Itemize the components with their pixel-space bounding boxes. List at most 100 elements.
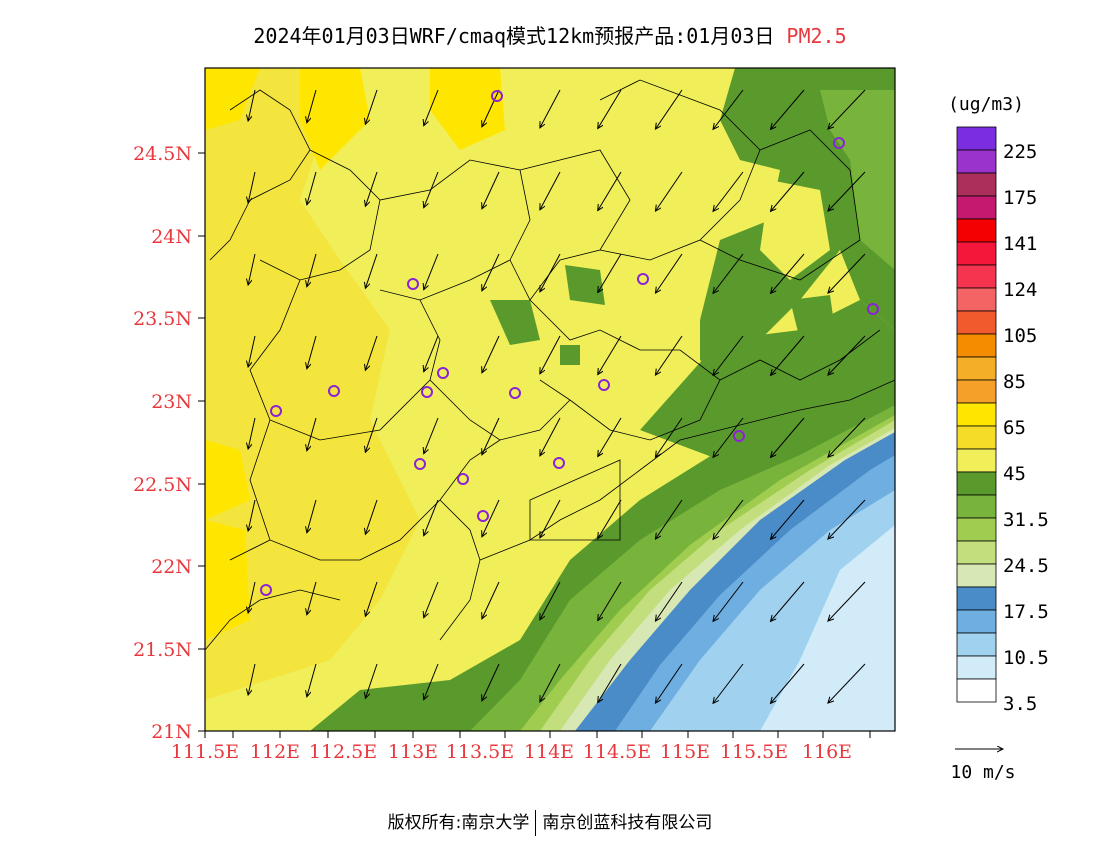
wind-arrow [655, 581, 683, 621]
wind-arrow [424, 89, 439, 126]
wind-arrow [365, 581, 378, 616]
wind-arrow [771, 499, 805, 539]
wind-arrow [307, 89, 317, 123]
wind-arrow [828, 253, 866, 293]
wind-arrow [307, 335, 317, 369]
wind-arrow [828, 499, 866, 539]
wind-arrow [365, 253, 378, 288]
legend-color-box [956, 195, 997, 220]
wind-arrow [248, 417, 256, 449]
wind-arrow [655, 89, 683, 129]
lon-label: 111.5E [171, 741, 239, 763]
station-marker [414, 458, 426, 470]
station-marker [491, 90, 503, 102]
lon-label: 113E [388, 741, 438, 763]
wind-arrow [482, 253, 500, 291]
wind-arrow [248, 89, 256, 121]
wind-arrow [248, 581, 256, 613]
wind-arrow [598, 171, 622, 211]
wind-arrow [424, 499, 439, 536]
footer-divider [535, 810, 537, 836]
station-marker [437, 367, 449, 379]
wind-arrow [713, 89, 744, 129]
wind-arrow [424, 253, 439, 290]
wind-arrow [598, 581, 622, 621]
station-marker [867, 303, 879, 315]
lon-label: 112.5E [309, 741, 377, 763]
station-marker [833, 137, 845, 149]
wind-arrow [771, 89, 805, 129]
wind-arrow [482, 663, 500, 701]
legend-color-box [956, 586, 997, 611]
wind-arrow [771, 417, 805, 457]
lon-label: 115E [660, 741, 710, 763]
wind-arrow [598, 499, 622, 539]
wind-arrow [365, 89, 378, 124]
station-marker [421, 386, 433, 398]
legend-labels: 225 175 141 124 105 85 65 45 31.5 24.5 1… [1003, 141, 1049, 715]
legend-color-box [956, 540, 997, 565]
wind-arrow [424, 581, 439, 618]
wind-arrow [307, 417, 317, 451]
footer: 版权所有:南京大学 南京创蓝科技有限公司 [0, 808, 1100, 836]
wind-arrow [771, 253, 805, 293]
station-marker [733, 430, 745, 442]
wind-arrow [771, 171, 805, 211]
legend-color-box [956, 379, 997, 404]
wind-arrow [713, 253, 744, 293]
wind-arrow [365, 499, 378, 534]
wind-arrow [828, 417, 866, 457]
wind-arrow [482, 171, 500, 209]
wind-arrow [713, 581, 744, 621]
wind-arrow [598, 417, 622, 457]
wind-arrow [365, 663, 378, 698]
lat-label: 24N [151, 226, 192, 248]
station-marker [260, 584, 272, 596]
wind-arrow [482, 335, 500, 373]
lat-label: 22N [151, 556, 192, 578]
company-text: 南京创蓝科技有限公司 [542, 813, 713, 833]
wind-arrow [424, 663, 439, 700]
wind-arrow [655, 663, 683, 703]
legend-color-box [956, 310, 997, 335]
wind-arrow [713, 171, 744, 211]
legend-color-box [956, 425, 997, 450]
wind-arrow [424, 417, 439, 454]
legend-label: 105 [1003, 325, 1037, 347]
title-text: 2024年01月03日WRF/cmaq模式12km预报产品:01月03日 [253, 24, 775, 48]
monitoring-stations [260, 90, 879, 596]
lat-labels: 24.5N 24N 23.5N 23N 22.5N 22N 21.5N 21N [133, 143, 192, 743]
station-marker [407, 278, 419, 290]
station-marker [598, 379, 610, 391]
lat-label: 24.5N [133, 143, 192, 165]
legend-label: 141 [1003, 233, 1037, 255]
wind-arrow [307, 499, 317, 533]
wind-arrow [248, 335, 256, 367]
wind-arrow [482, 417, 500, 455]
wind-arrow [365, 171, 378, 206]
wind-arrow [424, 171, 439, 208]
lat-label: 22.5N [133, 474, 192, 496]
station-marker [637, 273, 649, 285]
wind-arrow [540, 253, 561, 292]
legend-color-box [956, 172, 997, 197]
station-marker [457, 473, 469, 485]
wind-arrow [540, 581, 561, 620]
legend-color-box [956, 632, 997, 657]
wind-arrow [540, 417, 561, 456]
legend-color-box [956, 494, 997, 519]
legend-label: 45 [1003, 463, 1026, 485]
legend-color-box [956, 517, 997, 542]
wind-arrow [655, 253, 683, 293]
wind-arrow [598, 89, 622, 129]
wind-arrow [424, 335, 439, 372]
wind-arrow [713, 663, 744, 703]
wind-arrow [828, 335, 866, 375]
legend-color-box [956, 402, 997, 427]
lon-label: 116E [802, 741, 852, 763]
station-marker [328, 385, 340, 397]
wind-arrow [598, 663, 622, 703]
wind-arrow [828, 89, 866, 129]
wind-arrow [482, 89, 500, 127]
